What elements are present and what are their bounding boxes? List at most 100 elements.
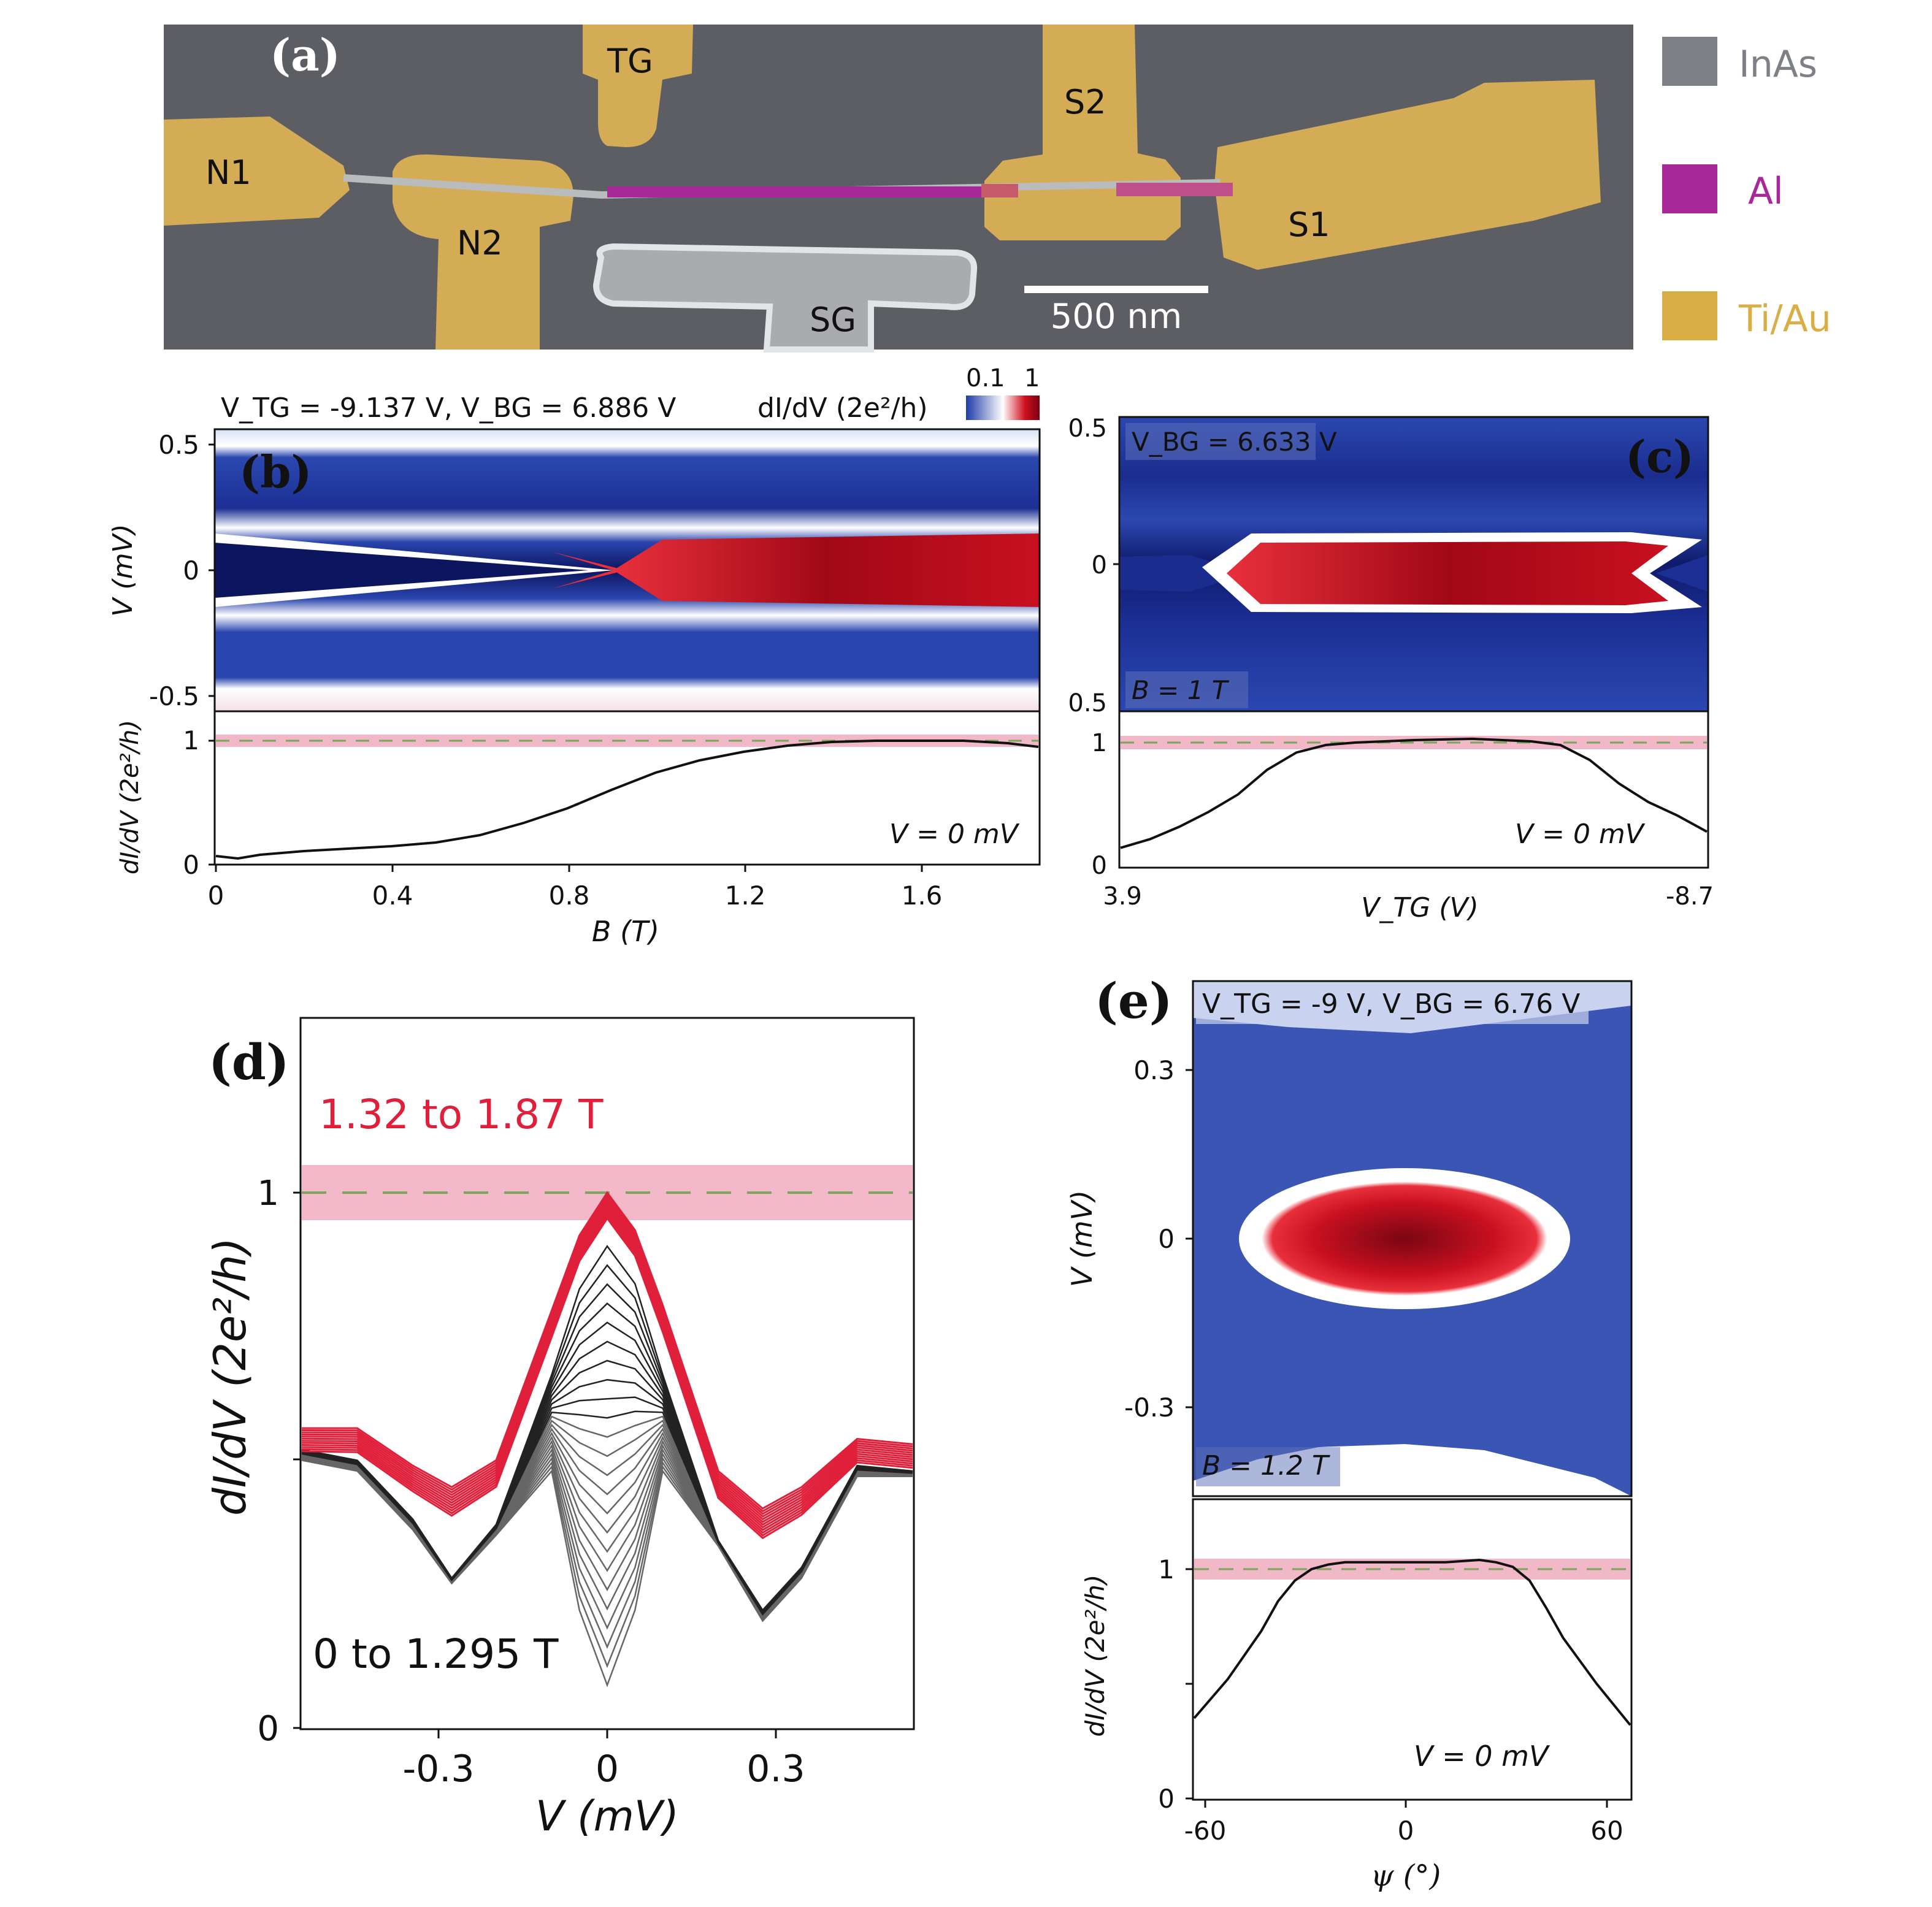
linecut-e-ytick-label-0: 0 xyxy=(1158,1784,1175,1814)
colorbar-gradient xyxy=(966,396,1040,420)
linecut-b-xlabel: B (T) xyxy=(592,915,659,948)
panel-c: V_BG = 6.633 V B = 1 T (c) 0.5 0 0.5 V =… xyxy=(1068,415,1714,923)
panel-d-xlabel: V (mV) xyxy=(535,1792,679,1841)
heatmap-e-ytick-label--0.3: -0.3 xyxy=(1124,1393,1175,1423)
heatmap-e-ylabel: V (mV) xyxy=(1065,1190,1098,1287)
linecut-c-curve xyxy=(1120,737,1708,849)
panel-c-bottom-annotation: B = 1 T xyxy=(1132,675,1230,705)
heatmap-b xyxy=(213,428,1041,713)
panel-b: V_TG = -9.137 V, V_BG = 6.886 V dI/dV (2… xyxy=(107,364,1041,948)
heatmap-b-zbp xyxy=(613,533,1040,607)
electrode-n2 xyxy=(393,154,573,350)
panel-e-bottom-annotation-bg xyxy=(1196,1447,1340,1486)
legend-label-tiau: Ti/Au xyxy=(1738,297,1831,340)
panel-b-gate-annotation: V_TG = -9.137 V, V_BG = 6.886 V xyxy=(221,392,676,424)
panel-d-xtick-label-0: 0 xyxy=(596,1748,619,1790)
electrode-label-tg: TG xyxy=(607,42,653,80)
electrode-label-n1: N1 xyxy=(205,153,251,192)
al-shell-right xyxy=(1116,183,1233,196)
heatmap-e-ytick-label-0: 0 xyxy=(1158,1224,1175,1254)
heatmap-c-zbp xyxy=(1227,541,1668,605)
heatmap-e-yaxis: 0.3 0 -0.3 V (mV) xyxy=(1065,1055,1193,1423)
heatmap-b-ytick-label-0.5: 0.5 xyxy=(158,430,199,460)
panel-d-frame xyxy=(299,1017,915,1730)
panel-c-top-annotation-bg xyxy=(1125,423,1316,460)
panel-d-red-curve xyxy=(301,1207,913,1529)
panel-d-red-label: 1.32 to 1.87 T xyxy=(319,1091,604,1138)
linecut-e-curve xyxy=(1193,1558,1631,1726)
panel-e-bottom-annotation: B = 1.2 T xyxy=(1202,1450,1330,1481)
linecut-e-xtick-label--60: -60 xyxy=(1184,1816,1227,1846)
scale-bar-label: 500 nm xyxy=(1051,297,1183,337)
linecut-e-xtick-label-60: 60 xyxy=(1590,1816,1623,1846)
legend-swatch-tiau xyxy=(1662,291,1717,340)
colorbar: dI/dV (2e²/h) 0.1 1 xyxy=(757,364,1040,424)
linecut-b-curve xyxy=(215,739,1039,860)
linecut-c-annotation: V = 0 mV xyxy=(1515,819,1646,850)
linecut-b-ylabel: dI/dV (2e²/h) xyxy=(116,720,144,874)
linecut-b-ytick-label-1: 1 xyxy=(183,725,199,755)
linecut-b-band xyxy=(216,735,1038,747)
linecut-b-xtick-label-1.2: 1.2 xyxy=(725,881,766,911)
linecut-b-xtick-label-0.8: 0.8 xyxy=(549,881,590,911)
linecut-b-xaxis: 0 0.4 0.8 1.2 1.6 B (T) xyxy=(208,865,942,948)
electrode-label-s1: S1 xyxy=(1288,205,1330,244)
heatmap-c-right-wedge xyxy=(1656,555,1708,592)
electrode-label-s2: S2 xyxy=(1064,83,1106,121)
legend-label-al: Al xyxy=(1748,170,1784,213)
electrode-sg xyxy=(592,243,978,353)
linecut-c-ytick-label-1: 1 xyxy=(1092,729,1107,757)
heatmap-c-yaxis: 0.5 0 0.5 xyxy=(1068,415,1119,717)
electrode-n1 xyxy=(164,117,350,226)
panel-e-top-annotation-bg xyxy=(1196,985,1589,1024)
al-shell-under-s2 xyxy=(981,184,1018,197)
legend-swatch-inas xyxy=(1662,37,1717,86)
panel-d-xaxis: -0.3 0 0.3 V (mV) xyxy=(402,1729,805,1841)
panel-d-red-curve xyxy=(301,1214,913,1537)
legend-label-inas: InAs xyxy=(1739,43,1817,86)
linecut-e-xtick-label-0: 0 xyxy=(1398,1816,1414,1846)
panel-d-ylabel: dI/dV (2e²/h) xyxy=(204,1237,256,1516)
panel-d-red-curve xyxy=(301,1209,913,1531)
panel-d-red-curve xyxy=(301,1212,913,1534)
panel-label-b: (b) xyxy=(239,446,312,498)
linecut-e-xlabel: ψ (°) xyxy=(1371,1859,1441,1893)
electrode-label-n2: N2 xyxy=(457,224,503,262)
panel-d-ytick-label-1: 1 xyxy=(257,1174,279,1213)
heatmap-c xyxy=(1118,416,1709,713)
panel-d-black-curve xyxy=(301,1245,913,1611)
heatmap-b-ytick-label-0: 0 xyxy=(183,556,199,586)
panel-d-ytick-label-0: 0 xyxy=(257,1709,279,1749)
panel-d-yaxis: 1 0 dI/dV (2e²/h) xyxy=(204,1174,301,1749)
heatmap-c-ytick-label-0: 0 xyxy=(1092,551,1107,579)
panel-c-top-annotation: V_BG = 6.633 V xyxy=(1132,427,1337,457)
linecut-e: V = 0 mV 1 0 dI/dV (2e²/h) -60 0 60 ψ (°… xyxy=(1080,1498,1633,1893)
legend-swatch-al xyxy=(1662,164,1717,213)
al-shell xyxy=(607,186,1012,197)
colorbar-min-label: 0.1 xyxy=(966,364,1005,392)
heatmap-b-yaxis: 0.5 0 -0.5 V (mV) xyxy=(107,430,215,711)
panel-d-red-curve xyxy=(301,1198,913,1518)
linecut-c-xtick-label-left: 3.9 xyxy=(1103,882,1142,911)
panel-d-red-curve xyxy=(302,1191,913,1510)
panel-d-red-curve xyxy=(301,1217,913,1540)
linecut-b-annotation: V = 0 mV xyxy=(889,819,1020,850)
heatmap-e-ytick-label-0.3: 0.3 xyxy=(1133,1055,1175,1085)
colorbar-title: dI/dV (2e²/h) xyxy=(757,392,928,424)
panel-a-sem-image: 500 nm (a) N1 N2 TG S2 S1 SG InAs Al Ti/… xyxy=(164,25,1831,353)
panel-d-xtick-label--0.3: -0.3 xyxy=(402,1748,474,1790)
linecut-e-frame xyxy=(1192,1498,1633,1801)
panel-d-xtick-label-0.3: 0.3 xyxy=(746,1748,805,1790)
linecut-b-xtick-label-0: 0 xyxy=(208,881,224,911)
linecut-c: V = 0 mV 1 0 3.9 -8.7 V_TG (V) xyxy=(1092,710,1714,923)
panel-d-curves xyxy=(301,1191,913,1687)
material-legend: InAs Al Ti/Au xyxy=(1662,37,1831,340)
linecut-e-xaxis: -60 0 60 ψ (°) xyxy=(1184,1800,1623,1893)
panel-d: (d) 1.32 to 1.87 T 0 to 1.295 T 1 0 dI/d… xyxy=(204,1017,915,1841)
panel-label-a: (a) xyxy=(270,29,340,81)
panel-d-red-curve xyxy=(301,1200,913,1521)
linecut-b-xtick-label-0.4: 0.4 xyxy=(372,881,413,911)
panel-c-bottom-annotation-bg xyxy=(1125,671,1248,708)
linecut-e-annotation: V = 0 mV xyxy=(1414,1740,1551,1773)
